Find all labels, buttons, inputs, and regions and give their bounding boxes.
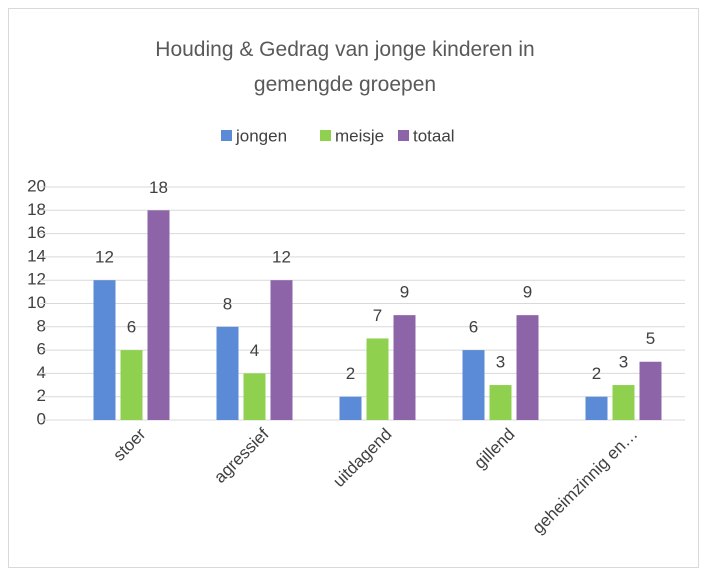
data-label: 6 — [469, 318, 478, 337]
bar — [585, 396, 608, 420]
legend-label: jongen — [235, 126, 287, 145]
bar — [489, 385, 512, 420]
data-label: 9 — [400, 283, 409, 302]
data-label: 2 — [346, 364, 355, 383]
data-label: 6 — [127, 318, 136, 337]
legend-label: meisje — [335, 126, 384, 145]
data-label: 4 — [250, 341, 259, 360]
bar — [366, 338, 389, 420]
chart-border — [8, 8, 699, 568]
bar — [393, 315, 416, 420]
bar — [339, 396, 362, 420]
y-tick-label: 14 — [27, 246, 46, 265]
data-label: 7 — [373, 306, 382, 325]
data-label: 18 — [149, 178, 168, 197]
bar — [270, 280, 293, 420]
y-tick-label: 16 — [27, 223, 46, 242]
y-tick-label: 4 — [37, 363, 46, 382]
data-label: 9 — [523, 283, 532, 302]
bar — [120, 350, 143, 420]
legend-swatch — [221, 130, 232, 141]
bar — [639, 361, 662, 420]
y-tick-label: 20 — [27, 176, 46, 195]
y-tick-label: 10 — [27, 293, 46, 312]
data-label: 3 — [496, 353, 505, 372]
data-label: 5 — [646, 329, 655, 348]
bar — [93, 280, 116, 420]
y-tick-label: 12 — [27, 270, 46, 289]
bar — [462, 350, 485, 420]
y-tick-label: 0 — [37, 409, 46, 428]
bar — [516, 315, 539, 420]
legend-swatch — [320, 130, 331, 141]
data-label: 12 — [272, 248, 291, 267]
data-label: 3 — [619, 353, 628, 372]
bar — [216, 326, 239, 420]
chart-title: Houding & Gedrag van jonge kinderen in g… — [155, 38, 535, 96]
legend-swatch — [398, 130, 409, 141]
bar — [243, 373, 266, 420]
y-tick-label: 18 — [27, 200, 46, 219]
bar — [147, 210, 170, 420]
bar — [612, 385, 635, 420]
data-label: 12 — [95, 248, 114, 267]
data-label: 8 — [223, 294, 232, 313]
data-label: 2 — [592, 364, 601, 383]
y-tick-label: 6 — [37, 340, 46, 359]
y-tick-label: 8 — [37, 316, 46, 335]
y-tick-label: 2 — [37, 386, 46, 405]
legend-label: totaal — [413, 126, 455, 145]
